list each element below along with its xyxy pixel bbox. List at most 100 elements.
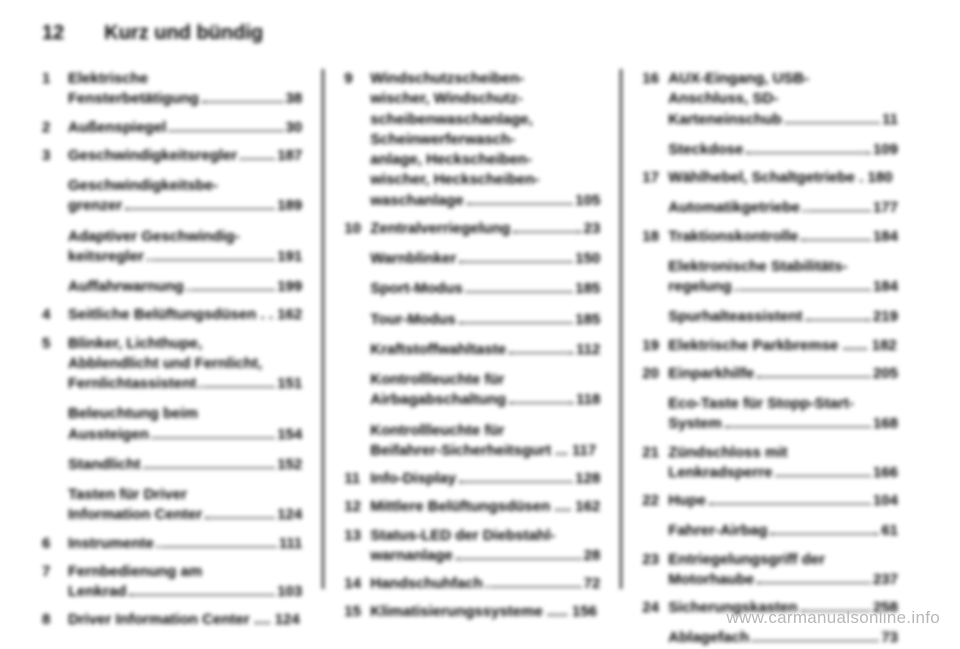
entry-last-line: Info-Display 128	[370, 469, 600, 489]
entry-page: 184	[873, 227, 898, 247]
entry-last-line: Lenkrad103	[68, 582, 302, 602]
entry-text: Traktionskontrolle184	[668, 227, 898, 247]
entry-page: 168	[873, 414, 898, 434]
entry-page: 166	[873, 463, 898, 483]
entry-text: Driver Information Center .... 124	[68, 610, 302, 630]
entry-last-line: Motorhaube237	[668, 570, 898, 590]
entry-text: Instrumente111	[68, 534, 302, 554]
leader-dots	[125, 208, 274, 210]
index-entry: 15Klimatisierungssysteme ..... 156	[344, 602, 600, 622]
leader-dots	[459, 481, 572, 483]
entry-last-line: Warnblinker150	[370, 249, 600, 269]
entry-line: Kontrollleuchte für	[370, 370, 600, 390]
leader-dots	[709, 503, 870, 505]
entry-line: Zündschloss mit	[668, 443, 898, 463]
leader-dots	[187, 289, 274, 291]
index-entry: 9Windschutzscheiben-wischer, Windschutz-…	[344, 69, 600, 211]
index-subentry: Adaptiver Geschwindig-keitsregler191	[42, 227, 302, 268]
entry-number: 1	[42, 69, 68, 110]
entry-page: 38	[286, 89, 303, 109]
entry-page: 185	[575, 310, 600, 330]
entry-last-line: Fensterbetätigung38	[68, 89, 302, 109]
leader-dots	[509, 402, 573, 404]
entry-last-line: Geschwindigkeitsregler187	[68, 146, 302, 166]
entry-label: Elektrische Parkbremse ......	[668, 336, 867, 356]
entry-number	[42, 277, 68, 297]
leader-dots	[803, 210, 870, 212]
entry-last-line: Hupe104	[668, 491, 898, 511]
index-entry: 2Außenspiegel30	[42, 118, 302, 138]
entry-number: 2	[42, 118, 68, 138]
entry-line: Elektrische	[68, 69, 302, 89]
entry-label: Lenkrad	[68, 582, 126, 602]
entry-label: Info-Display	[370, 469, 456, 489]
leader-dots	[757, 376, 870, 378]
entry-label: Driver Information Center ....	[68, 610, 271, 630]
entry-label: Mittlere Belüftungsdüsen ....	[370, 497, 571, 517]
index-subentry: Steckdose109	[642, 140, 898, 160]
entry-last-line: Seitliche Belüftungsdüsen . . 162	[68, 305, 302, 325]
index-entry: 13Status-LED der Diebstahl-warnanlage28	[344, 526, 600, 567]
entry-label: regelung	[668, 277, 731, 297]
entry-label: Einparkhilfe	[668, 364, 754, 384]
entry-last-line: waschanlage 105	[370, 191, 600, 211]
entry-page: 205	[873, 364, 898, 384]
leader-dots	[735, 289, 870, 291]
entry-label: grenzer	[68, 196, 122, 216]
entry-number: 4	[42, 305, 68, 325]
entry-last-line: Mittlere Belüftungsdüsen .... 162	[370, 497, 600, 517]
index-entry: 18Traktionskontrolle184	[642, 227, 898, 247]
entry-line: Entriegelungsgriff der	[668, 550, 898, 570]
entry-page: 128	[575, 469, 600, 489]
index-entry: 22Hupe104	[642, 491, 898, 511]
entry-last-line: Ablagefach73	[668, 628, 898, 648]
entry-label: Spurhalteassistent	[668, 307, 802, 327]
entry-last-line: Außenspiegel30	[68, 118, 302, 138]
entry-page: 184	[873, 277, 898, 297]
entry-page: 28	[584, 546, 601, 566]
entry-number	[344, 249, 370, 269]
entry-label: System	[668, 414, 721, 434]
entry-page: 117	[572, 441, 596, 461]
index-subentry: Geschwindigkeitsbe-grenzer189	[42, 176, 302, 217]
entry-line: scheibenwaschanlage,	[370, 110, 600, 130]
index-subentry: Tasten für DriverInformation Center124	[42, 485, 302, 526]
entry-number	[642, 140, 668, 160]
entry-label: Kraftstoffwahltaste	[370, 340, 506, 360]
leader-dots	[770, 533, 878, 535]
entry-text: Fahrer-Airbag61	[668, 521, 898, 541]
leader-dots	[746, 152, 870, 154]
entry-label: waschanlage	[370, 191, 463, 211]
index-subentry: Fahrer-Airbag61	[642, 521, 898, 541]
entry-last-line: keitsregler191	[68, 247, 302, 267]
entry-label: keitsregler	[68, 247, 144, 267]
entry-page: 156	[572, 602, 597, 622]
entry-last-line: Fahrer-Airbag61	[668, 521, 898, 541]
entry-label: Airbagabschaltung	[370, 390, 506, 410]
entry-page: 105	[575, 191, 600, 211]
entry-text: Beleuchtung beimAussteigen154	[68, 404, 302, 445]
entry-number	[42, 485, 68, 526]
entry-text: Eco-Taste für Stopp-Start-System168	[668, 394, 898, 435]
entry-last-line: Klimatisierungssysteme ..... 156	[370, 602, 600, 622]
index-entry: 20Einparkhilfe205	[642, 364, 898, 384]
entry-last-line: Kraftstoffwahltaste112	[370, 340, 600, 360]
entry-page: 185	[575, 279, 600, 299]
entry-number	[42, 227, 68, 268]
entry-line: Status-LED der Diebstahl-	[370, 526, 600, 546]
entry-text: Mittlere Belüftungsdüsen .... 162	[370, 497, 600, 517]
entry-line: Anschluss, SD-	[668, 89, 898, 109]
entry-last-line: regelung 184	[668, 277, 898, 297]
entry-page: 104	[873, 491, 898, 511]
entry-label: Instrumente	[68, 534, 154, 554]
entry-text: Kraftstoffwahltaste112	[370, 340, 600, 360]
entry-text: Automatikgetriebe177	[668, 198, 898, 218]
index-subentry: Warnblinker150	[344, 249, 600, 269]
entry-label: Warnblinker	[370, 249, 456, 269]
index-subentry: Kontrollleuchte fürBeifahrer-Sicherheits…	[344, 421, 600, 462]
index-column: 16AUX-Eingang, USB-Anschluss, SD-Kartene…	[622, 69, 918, 589]
entry-label: Standlicht	[68, 455, 141, 475]
entry-number	[344, 279, 370, 299]
page-number: 12	[42, 22, 64, 45]
entry-number	[642, 257, 668, 298]
